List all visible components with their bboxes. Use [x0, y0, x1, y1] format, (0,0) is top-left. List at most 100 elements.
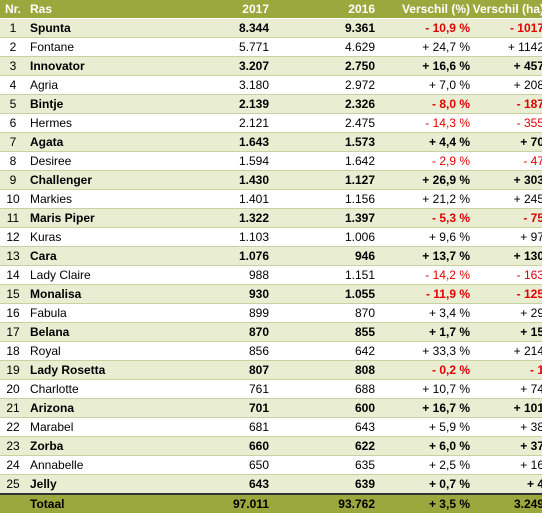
row-verschil-ha: - 1017 — [472, 18, 542, 38]
table-row: 22 Marabel 681 643 + 5,9 % + 38 — [0, 417, 542, 437]
row-2016: 1.127 — [271, 170, 377, 190]
row-verschil-ha: - 187 — [472, 94, 542, 114]
row-verschil-pct: - 5,3 % — [377, 208, 472, 228]
row-2017: 1.594 — [166, 151, 271, 171]
row-2017: 761 — [166, 379, 271, 399]
row-nr: 6 — [0, 113, 26, 133]
row-2017: 701 — [166, 398, 271, 418]
row-verschil-pct: + 13,7 % — [377, 246, 472, 266]
row-ras: Fontane — [26, 37, 166, 57]
row-ras: Royal — [26, 341, 166, 361]
header-verschil-ha: Verschil (ha) — [472, 0, 542, 19]
row-2016: 946 — [271, 246, 377, 266]
row-verschil-pct: + 26,9 % — [377, 170, 472, 190]
row-verschil-ha: + 74 — [472, 379, 542, 399]
row-ras: Agria — [26, 75, 166, 95]
row-ras: Desiree — [26, 151, 166, 171]
row-verschil-ha: + 130 — [472, 246, 542, 266]
row-ras: Charlotte — [26, 379, 166, 399]
row-nr: 12 — [0, 227, 26, 247]
row-2017: 3.180 — [166, 75, 271, 95]
row-ras: Hermes — [26, 113, 166, 133]
row-verschil-pct: + 1,7 % — [377, 322, 472, 342]
row-2016: 1.573 — [271, 132, 377, 152]
row-2017: 899 — [166, 303, 271, 323]
row-verschil-ha: + 15 — [472, 322, 542, 342]
row-verschil-pct: + 16,7 % — [377, 398, 472, 418]
row-nr: 1 — [0, 18, 26, 38]
row-verschil-ha: - 163 — [472, 265, 542, 285]
row-nr: 7 — [0, 132, 26, 152]
table-row: 15 Monalisa 930 1.055- 11,9 % - 125 — [0, 284, 542, 304]
row-verschil-pct: + 6,0 % — [377, 436, 472, 456]
row-nr: 8 — [0, 151, 26, 171]
row-2017: 807 — [166, 360, 271, 380]
row-ras: Innovator — [26, 56, 166, 76]
table-row: 8 Desiree 1.594 1.642- 2,9 % - 47 — [0, 151, 542, 171]
row-verschil-pct: - 14,2 % — [377, 265, 472, 285]
row-verschil-ha: + 245 — [472, 189, 542, 209]
total-label: Totaal — [26, 493, 166, 513]
row-2016: 600 — [271, 398, 377, 418]
row-verschil-ha: - 355 — [472, 113, 542, 133]
row-2017: 650 — [166, 455, 271, 475]
row-ras: Lady Claire — [26, 265, 166, 285]
row-ras: Bintje — [26, 94, 166, 114]
row-verschil-pct: + 33,3 % — [377, 341, 472, 361]
table-row: 14 Lady Claire 988 1.151- 14,2 % - 163 — [0, 265, 542, 285]
row-2016: 688 — [271, 379, 377, 399]
table-row: 4 Agria 3.180 2.972 + 7,0 % + 208 — [0, 75, 542, 95]
row-nr: 18 — [0, 341, 26, 361]
row-nr: 9 — [0, 170, 26, 190]
row-verschil-ha: + 303 — [472, 170, 542, 190]
row-verschil-ha: - 75 — [472, 208, 542, 228]
row-2016: 1.642 — [271, 151, 377, 171]
row-ras: Spunta — [26, 18, 166, 38]
header-ras: Ras — [26, 0, 166, 19]
row-ras: Challenger — [26, 170, 166, 190]
row-verschil-pct: + 24,7 % — [377, 37, 472, 57]
row-ras: Maris Piper — [26, 208, 166, 228]
header-nr: Nr. — [0, 0, 26, 19]
row-verschil-pct: + 5,9 % — [377, 417, 472, 437]
row-nr: 17 — [0, 322, 26, 342]
row-2016: 2.475 — [271, 113, 377, 133]
table-row: 5 Bintje 2.139 2.326- 8,0 % - 187 — [0, 94, 542, 114]
row-verschil-pct: + 21,2 % — [377, 189, 472, 209]
row-nr: 20 — [0, 379, 26, 399]
row-2016: 1.397 — [271, 208, 377, 228]
total-nr — [0, 493, 26, 513]
table-row: 11 Maris Piper 1.322 1.397- 5,3 % - 75 — [0, 208, 542, 228]
table-row: 20 Charlotte 761 688 + 10,7 % + 74 — [0, 379, 542, 399]
row-verschil-pct: + 7,0 % — [377, 75, 472, 95]
table-row: 10 Markies 1.401 1.156 + 21,2 % + 245 — [0, 189, 542, 209]
row-verschil-ha: + 1142 — [472, 37, 542, 57]
row-verschil-pct: - 14,3 % — [377, 113, 472, 133]
row-2016: 2.326 — [271, 94, 377, 114]
row-nr: 23 — [0, 436, 26, 456]
header-2017: 2017 — [166, 0, 271, 19]
row-ras: Markies — [26, 189, 166, 209]
row-2017: 1.103 — [166, 227, 271, 247]
row-2016: 2.972 — [271, 75, 377, 95]
total-row: Totaal 97.011 93.762 + 3,5 % 3.249 — [0, 493, 542, 513]
row-2016: 642 — [271, 341, 377, 361]
row-2017: 3.207 — [166, 56, 271, 76]
row-2017: 856 — [166, 341, 271, 361]
row-ras: Fabula — [26, 303, 166, 323]
row-2016: 870 — [271, 303, 377, 323]
row-nr: 22 — [0, 417, 26, 437]
row-nr: 3 — [0, 56, 26, 76]
row-verschil-ha: - 1 — [472, 360, 542, 380]
row-2016: 1.006 — [271, 227, 377, 247]
row-nr: 2 — [0, 37, 26, 57]
row-2016: 808 — [271, 360, 377, 380]
row-nr: 4 — [0, 75, 26, 95]
row-verschil-ha: + 101 — [472, 398, 542, 418]
row-nr: 13 — [0, 246, 26, 266]
table-row: 24 Annabelle 650 635 + 2,5 % + 16 — [0, 455, 542, 475]
row-2017: 8.344 — [166, 18, 271, 38]
row-2017: 1.430 — [166, 170, 271, 190]
row-2017: 681 — [166, 417, 271, 437]
row-2017: 2.121 — [166, 113, 271, 133]
